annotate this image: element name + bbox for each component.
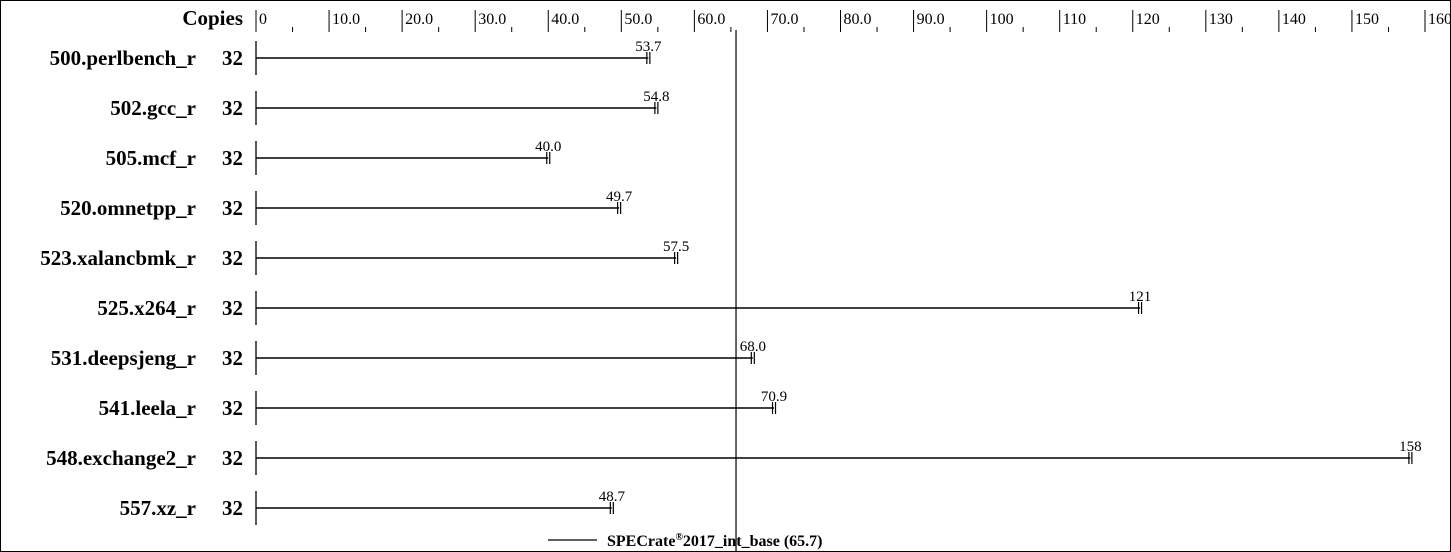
- bar-value-label: 68.0: [740, 339, 766, 355]
- bar-value-label: 57.5: [663, 239, 689, 255]
- x-axis: 0 10.0 20.0 30.0 40.0 50.0 60.0 70.0 80.0 90.0 100…: [255, 10, 1451, 32]
- x-tick-label: 150: [1355, 11, 1379, 28]
- x-tick-label: 100: [990, 11, 1014, 28]
- x-tick-label: 50.0: [624, 11, 652, 28]
- legend-suffix: 2017_int_base (65.7): [683, 533, 823, 550]
- benchmark-copies: 32: [222, 96, 243, 120]
- legend-prefix: SPECrate: [607, 533, 675, 550]
- x-tick-label: 40.0: [551, 11, 579, 28]
- benchmark-copies: 32: [222, 496, 243, 520]
- x-tick-label: 120: [1136, 11, 1160, 28]
- benchmark-name: 523.xalancbmk_r: [40, 246, 196, 270]
- benchmark-name: 548.exchange2_r: [46, 446, 196, 470]
- benchmark-name: 525.x264_r: [97, 296, 196, 320]
- benchmark-name: 520.omnetpp_r: [60, 196, 196, 220]
- x-tick-label: 0: [259, 11, 267, 28]
- x-tick-label: 30.0: [478, 11, 506, 28]
- benchmark-copies: 32: [222, 346, 243, 370]
- benchmark-copies: 32: [222, 246, 243, 270]
- legend-label: SPECrate®2017_int_base (65.7): [607, 532, 822, 550]
- bar-value-label: 54.8: [643, 89, 669, 105]
- benchmark-row: 520.omnetpp_r 32 49.7: [60, 189, 633, 225]
- benchmark-name: 541.leela_r: [99, 396, 196, 420]
- benchmark-row: 531.deepsjeng_r 32 68.0: [51, 339, 766, 375]
- benchmark-name: 557.xz_r: [120, 496, 196, 520]
- benchmark-copies: 32: [222, 446, 243, 470]
- benchmark-name: 505.mcf_r: [106, 146, 196, 170]
- benchmark-copies: 32: [222, 296, 243, 320]
- benchmark-row: 548.exchange2_r 32 158: [46, 439, 1422, 475]
- legend-registered-mark: ®: [675, 532, 683, 543]
- benchmark-name: 531.deepsjeng_r: [51, 346, 196, 370]
- benchmark-copies: 32: [222, 46, 243, 70]
- benchmark-row: 541.leela_r 32 70.9: [99, 389, 787, 425]
- benchmark-name: 502.gcc_r: [110, 96, 196, 120]
- x-tick-label: 90.0: [917, 11, 945, 28]
- benchmark-row: 500.perlbench_r 32 53.7: [50, 39, 662, 75]
- copies-header: Copies: [182, 6, 243, 30]
- x-tick-label: 80.0: [844, 11, 872, 28]
- benchmark-copies: 32: [222, 196, 243, 220]
- benchmark-row: 505.mcf_r 32 40.0: [106, 139, 561, 175]
- bar-value-label: 48.7: [599, 489, 626, 505]
- bar-value-label: 53.7: [635, 39, 662, 55]
- x-tick-label: 160: [1428, 11, 1451, 28]
- benchmark-rows: 500.perlbench_r 32 53.7 502.gcc_r 32 54.8 505.…: [40, 39, 1422, 525]
- x-tick-label: 140: [1282, 11, 1306, 28]
- benchmark-row: 523.xalancbmk_r 32 57.5: [40, 239, 689, 275]
- x-tick-label: 20.0: [405, 11, 433, 28]
- bar-value-label: 121: [1129, 289, 1152, 305]
- benchmark-row: 557.xz_r 32 48.7: [120, 489, 626, 525]
- x-tick-label: 130: [1209, 11, 1233, 28]
- benchmark-copies: 32: [222, 396, 243, 420]
- bar-value-label: 40.0: [535, 139, 561, 155]
- bar-value-label: 49.7: [606, 189, 633, 205]
- x-tick-label: 10.0: [332, 11, 360, 28]
- benchmark-name: 500.perlbench_r: [50, 46, 196, 70]
- x-tick-label: 110: [1063, 11, 1086, 28]
- legend: SPECrate®2017_int_base (65.7): [548, 532, 822, 550]
- x-tick-label: 60.0: [697, 11, 725, 28]
- benchmark-row: 525.x264_r 32 121: [97, 289, 1151, 325]
- bar-value-label: 70.9: [761, 389, 787, 405]
- bar-value-label: 158: [1399, 439, 1422, 455]
- x-tick-label: 70.0: [770, 11, 798, 28]
- benchmark-row: 502.gcc_r 32 54.8: [110, 89, 670, 125]
- benchmark-copies: 32: [222, 146, 243, 170]
